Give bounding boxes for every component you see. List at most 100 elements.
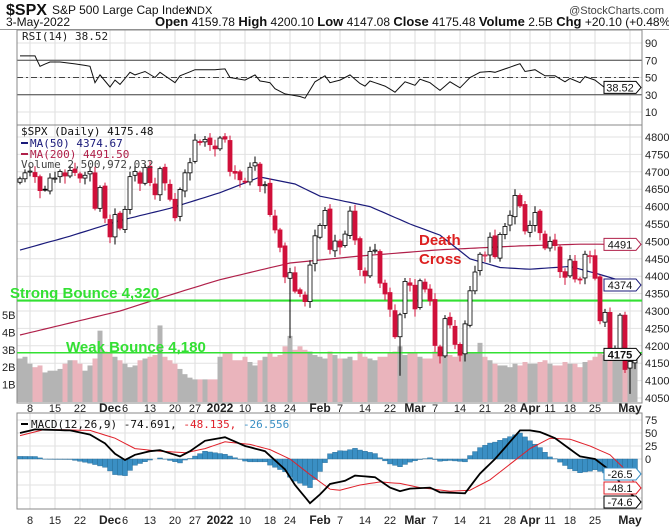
volume-bar [322, 358, 328, 402]
candle-body [437, 346, 443, 357]
volume-bar [102, 351, 108, 402]
ma200-tag-shape [603, 237, 642, 251]
candle-body [327, 208, 333, 250]
macd-histogram-bar [392, 458, 398, 466]
macd-histogram-bar [182, 458, 188, 461]
rsi-tag-shape [603, 80, 642, 94]
volume-bar [622, 349, 628, 402]
candle-body [412, 284, 418, 310]
macd-histogram-bar [567, 458, 573, 470]
candle-body [67, 170, 73, 177]
volume-bar [632, 358, 638, 402]
volume-bar [502, 365, 508, 402]
candle-body [592, 255, 598, 279]
price-axis-label: 4500 [645, 236, 669, 248]
date-tick-label: 28 [504, 515, 516, 527]
date-tick-label: 21 [479, 515, 491, 527]
moving-averages [19, 176, 636, 336]
volume-bar [582, 361, 588, 402]
volume-bar [142, 358, 148, 402]
volume-bar [532, 363, 538, 402]
volume-bar [442, 351, 448, 402]
macd-histogram-bar [442, 458, 448, 462]
volume-bar [122, 363, 128, 402]
volume-bar [472, 353, 478, 402]
volume-bar [512, 363, 518, 402]
rsi-line [20, 55, 636, 99]
volume-bar [562, 361, 568, 402]
low-value: 4147.08 [347, 15, 391, 29]
price-panel [16, 124, 643, 404]
rsi-legend-text: RSI(14) 38.52 [22, 30, 108, 43]
volume-label: Volume [479, 14, 525, 29]
volume-bar [87, 365, 93, 402]
volume-axis-label: 4B [2, 327, 15, 339]
candle-body [247, 166, 253, 183]
candle-body [22, 172, 28, 180]
date-tick-label: 27 [189, 515, 201, 527]
ma50-tag-shape [603, 278, 642, 292]
candle-body [312, 235, 318, 265]
security-name: S&P 500 Large Cap Index [52, 3, 191, 17]
volume-bar [407, 353, 413, 402]
date-tick-label: 6 [122, 515, 128, 527]
candle-body [472, 271, 478, 292]
volume-bar [82, 370, 88, 402]
date-tick-label: 6 [122, 403, 128, 415]
macd-histogram-bar [167, 458, 173, 461]
volume-bar [487, 360, 493, 402]
macd-histogram-bar [27, 456, 33, 460]
value-tags: 4491 4374 4175 38.52 -26.5 -48.1 -74.6 [603, 80, 642, 509]
rsi-axis-label: 50 [645, 73, 657, 85]
ma50-tag: 4374 [608, 280, 632, 292]
candle-body [597, 276, 603, 322]
volume-bar [252, 365, 258, 402]
volume-bar [417, 356, 423, 402]
volume-bar [177, 368, 183, 402]
macd-histogram-bar [437, 458, 443, 462]
date-tick-label: 10 [239, 403, 251, 415]
macd-histogram-bar [297, 458, 303, 484]
candle-body [377, 251, 383, 284]
candle-body [427, 288, 433, 302]
candle-body [567, 259, 573, 277]
macd-histogram-bar [447, 458, 453, 461]
candle-body [502, 226, 508, 235]
price-axis-label: 4300 [645, 306, 669, 318]
candle-body [447, 316, 453, 326]
candle-body [372, 249, 378, 252]
macd-histogram-bar [367, 452, 373, 460]
candle-body [47, 177, 53, 192]
volume-bar [187, 377, 193, 402]
volume-bar [602, 355, 608, 402]
candle-body [52, 177, 58, 180]
volume-bar [467, 353, 473, 402]
date-tick-label: Dec [99, 401, 121, 415]
macd-histogram-bar [397, 458, 403, 468]
volume-bar [237, 360, 243, 402]
brand-watermark: @StockCharts.com [569, 5, 664, 17]
candle-body [177, 189, 183, 217]
volume-bar [462, 351, 468, 402]
volume-bar [242, 356, 248, 402]
macd-histogram-bar [577, 458, 583, 473]
volume-axis-label: 5B [2, 310, 15, 322]
volume-bar [62, 363, 68, 402]
candle-body [292, 272, 298, 292]
volume-bar [232, 360, 238, 402]
macd-histogram-bar [217, 453, 223, 460]
macd-histogram-bar [362, 451, 368, 460]
macd-histogram-bar [452, 458, 458, 462]
price-axis-label: 4650 [645, 184, 669, 196]
candle-body [442, 318, 448, 357]
volume-bar [427, 358, 433, 402]
volume-bar [287, 335, 293, 402]
macd-histogram-bar [462, 458, 468, 463]
volume-bar [212, 379, 218, 402]
volume-bar [137, 360, 143, 402]
macd-histogram-bar [562, 458, 568, 466]
macd-histogram-bar [572, 458, 578, 472]
candle-body [387, 292, 393, 310]
macd-histogram-bar [257, 458, 263, 463]
candle-body [82, 174, 88, 179]
